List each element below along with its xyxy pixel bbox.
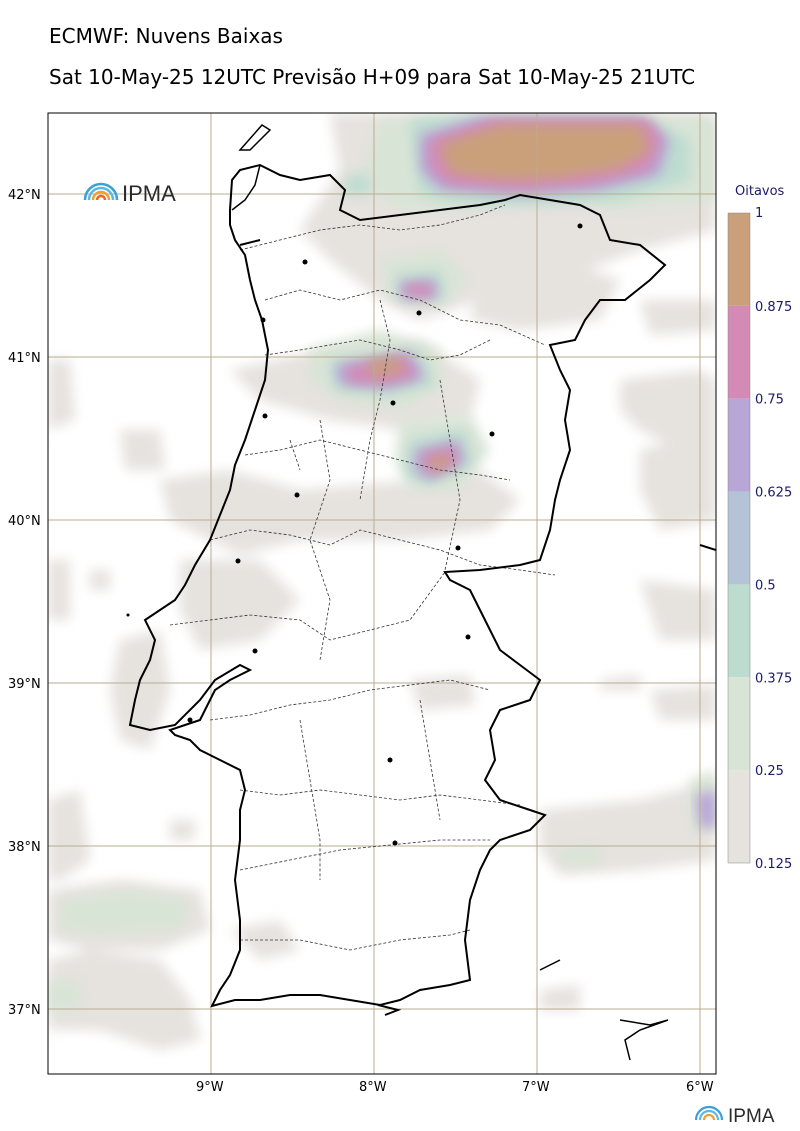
ipma-logo-text: IPMA [122, 181, 176, 206]
city-markers [126, 223, 583, 846]
city-dot [387, 757, 393, 763]
lat-label: 42°N [8, 188, 41, 203]
colorbar-tick-label: 0.625 [755, 486, 792, 501]
city-dot [390, 400, 396, 406]
city-dot [465, 634, 471, 640]
city-dot [455, 545, 461, 551]
city-dot [577, 223, 583, 229]
lon-label: 8°W [359, 1080, 387, 1095]
colorbar-tick-label: 1 [755, 206, 763, 221]
lat-label: 37°N [8, 1003, 41, 1018]
footer-logo-text: IPMA [728, 1106, 775, 1127]
colorbar-cell [728, 213, 750, 306]
footer-ipma-logo: IPMA [694, 1105, 775, 1127]
longitude-axis: 9°W 8°W 7°W 6°W [196, 1080, 714, 1095]
colorbar-cell [728, 398, 750, 492]
colorbar-tick-label: 0.125 [755, 857, 792, 872]
colorbar-cell [728, 770, 750, 863]
colorbar-tick-label: 0.25 [755, 764, 784, 779]
colorbar-cell [728, 677, 750, 771]
lon-label: 9°W [196, 1080, 224, 1095]
city-dot [294, 492, 300, 498]
lat-label: 40°N [8, 514, 41, 529]
latitude-axis: 42°N 41°N 40°N 39°N 38°N 37°N [8, 188, 41, 1018]
colorbar-cell [728, 305, 750, 399]
chart-title: ECMWF: Nuvens Baixas [49, 24, 283, 48]
city-dot [392, 840, 398, 846]
lon-label: 7°W [522, 1080, 550, 1095]
city-dot [126, 613, 130, 617]
city-dot [252, 648, 258, 654]
city-dot [302, 259, 308, 265]
city-dot [187, 717, 193, 723]
cloud-cover-field [48, 113, 716, 1074]
lat-label: 41°N [8, 351, 41, 366]
city-dot [489, 431, 495, 437]
lat-label: 38°N [8, 840, 41, 855]
city-dot [260, 317, 266, 323]
city-dot [416, 310, 422, 316]
map-frame [47, 112, 717, 1075]
colorbar-cell [728, 491, 750, 585]
graticule [48, 113, 716, 1074]
ipma-logo-icon [83, 182, 119, 201]
colorbar-tick-label: 0.875 [755, 300, 792, 315]
lat-label: 39°N [8, 677, 41, 692]
portugal-outline [128, 163, 667, 1008]
colorbar-tick-label: 0.375 [755, 671, 792, 686]
city-dot [262, 413, 268, 419]
colorbar-tick-label: 0.75 [755, 393, 784, 408]
city-dot [235, 558, 241, 564]
colorbar-cell [728, 584, 750, 678]
district-boundaries [169, 204, 556, 951]
footer-logo-icon [694, 1105, 724, 1121]
colorbar: Oitavos 1 0.875 0.75 0.625 0.5 0.375 0.25 0.125 [727, 184, 792, 872]
forecast-subtitle: Sat 10-May-25 12UTC Previsão H+09 para S… [49, 65, 696, 89]
colorbar-tick-label: 0.5 [755, 578, 776, 593]
lon-label: 6°W [686, 1080, 714, 1095]
colorbar-title: Oitavos [735, 184, 785, 199]
ipma-logo: IPMA [83, 181, 176, 206]
